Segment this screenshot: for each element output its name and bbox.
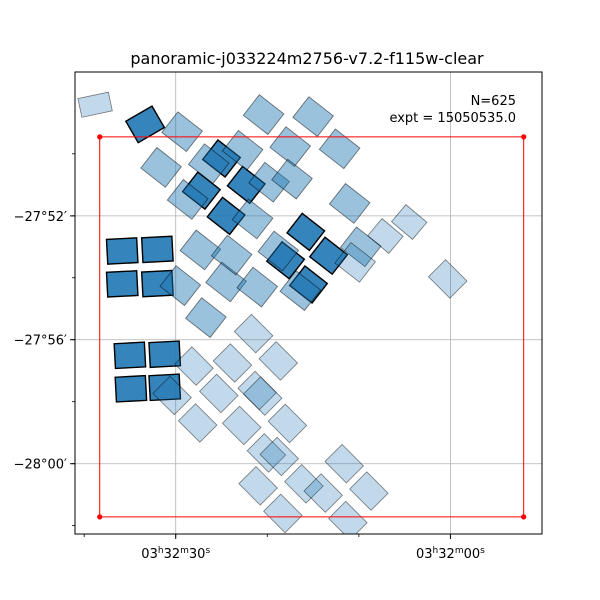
footprint-19: [140, 146, 183, 188]
coverage-boundary: [97, 134, 527, 520]
y-tick-label-1: −27°56′: [14, 334, 67, 349]
footprint-50: [267, 403, 308, 444]
footprints: [77, 91, 468, 534]
footprint-48: [177, 403, 218, 443]
x-tick-label-1: 03h32m00s: [416, 546, 485, 562]
footprint-55: [238, 466, 278, 506]
footprint-6: [148, 340, 182, 369]
footprint-37: [236, 266, 279, 308]
footprint-38: [279, 270, 322, 312]
footprint-30: [179, 229, 222, 271]
footprint-59: [303, 473, 343, 513]
boundary-corner-0: [97, 134, 103, 140]
footprint-66: [367, 218, 404, 254]
footprint-2: [140, 235, 174, 264]
footprint-24: [248, 161, 291, 203]
footprint-32: [159, 265, 202, 307]
footprint-3: [105, 270, 139, 298]
boundary-corner-1: [521, 134, 527, 140]
footprint-15: [265, 240, 306, 280]
plot-frame: [74, 71, 543, 535]
footprint-0: [124, 105, 166, 144]
footprint-47: [152, 375, 192, 416]
footprint-51: [221, 405, 262, 446]
annotation-exptime: expt = 15050535.0: [389, 111, 516, 126]
footprint-42: [258, 341, 299, 381]
footprint-17: [161, 111, 204, 153]
footprint-65: [390, 204, 428, 240]
footprint-28: [328, 182, 371, 224]
boundary-corner-2: [521, 514, 527, 520]
footprint-35: [257, 230, 300, 272]
footprint-26: [318, 128, 361, 170]
footprint-58: [349, 471, 389, 511]
footprint-52: [246, 433, 287, 473]
annotation-count: N=625: [471, 94, 516, 109]
footprint-14: [308, 236, 349, 276]
footprint-54: [284, 464, 324, 504]
grid: [75, 72, 542, 534]
footprint-49: [242, 376, 283, 416]
footprint-40: [334, 241, 377, 283]
boundary-corner-3: [97, 514, 103, 520]
footprint-31: [205, 261, 248, 303]
footprint-56: [263, 493, 303, 534]
footprint-23: [221, 129, 264, 171]
footprint-5: [113, 341, 147, 370]
footprint-21: [242, 94, 285, 136]
footprint-61: [427, 259, 468, 299]
footprint-25: [292, 96, 335, 138]
footprint-41: [233, 313, 274, 354]
footprint-36: [210, 234, 253, 276]
annotation: N=625 expt = 15050535.0: [389, 94, 516, 126]
footprint-9: [201, 139, 242, 178]
footprint-18: [187, 143, 230, 185]
footprint-20: [166, 178, 209, 220]
footprint-27: [271, 158, 313, 200]
footprint-13: [286, 212, 326, 252]
footprint-46: [199, 373, 239, 414]
footprint-10: [226, 165, 266, 205]
footprint-45: [174, 346, 214, 386]
footprint-39: [77, 91, 113, 118]
footprint-43: [212, 343, 253, 383]
footprint-22: [269, 126, 312, 168]
footprint-34: [231, 198, 274, 240]
x-tick-label-0: 03h32m30s: [141, 546, 210, 562]
footprint-60: [328, 500, 368, 534]
boundary-outline: [99, 136, 525, 518]
y-tick-label-0: −27°52′: [14, 210, 67, 225]
footprint-12: [206, 196, 246, 236]
y-tick-label-2: −28°00′: [14, 458, 67, 473]
footprint-57: [324, 443, 364, 484]
footprint-53: [259, 436, 299, 477]
footprint-33: [184, 297, 227, 339]
footprint-7: [114, 374, 148, 403]
chart-title: panoramic-j033224m2756-v7.2-f115w-clear: [130, 49, 484, 68]
footprint-1: [105, 237, 139, 265]
